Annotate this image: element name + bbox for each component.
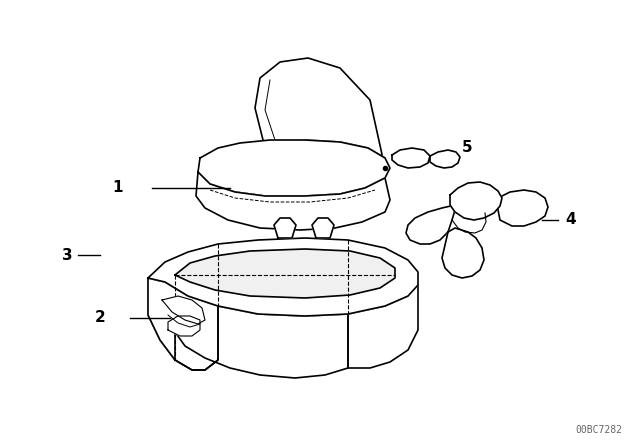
Polygon shape: [442, 228, 484, 278]
Text: 00BC7282: 00BC7282: [575, 425, 622, 435]
Polygon shape: [430, 150, 460, 168]
Polygon shape: [196, 172, 390, 230]
Polygon shape: [312, 218, 334, 238]
Polygon shape: [450, 182, 502, 220]
Polygon shape: [498, 190, 548, 226]
Polygon shape: [168, 316, 200, 336]
Polygon shape: [274, 218, 296, 238]
Text: 1: 1: [113, 181, 124, 195]
Text: 4: 4: [565, 212, 575, 228]
Text: 2: 2: [95, 310, 106, 326]
Polygon shape: [406, 205, 455, 244]
Polygon shape: [348, 272, 418, 368]
Polygon shape: [255, 58, 385, 168]
Polygon shape: [148, 278, 218, 370]
Polygon shape: [198, 140, 390, 196]
Text: 3: 3: [62, 247, 72, 263]
Polygon shape: [175, 306, 348, 378]
Text: 5: 5: [462, 141, 472, 155]
Polygon shape: [148, 238, 418, 316]
Polygon shape: [392, 148, 430, 168]
Polygon shape: [175, 249, 395, 298]
Polygon shape: [162, 296, 205, 324]
